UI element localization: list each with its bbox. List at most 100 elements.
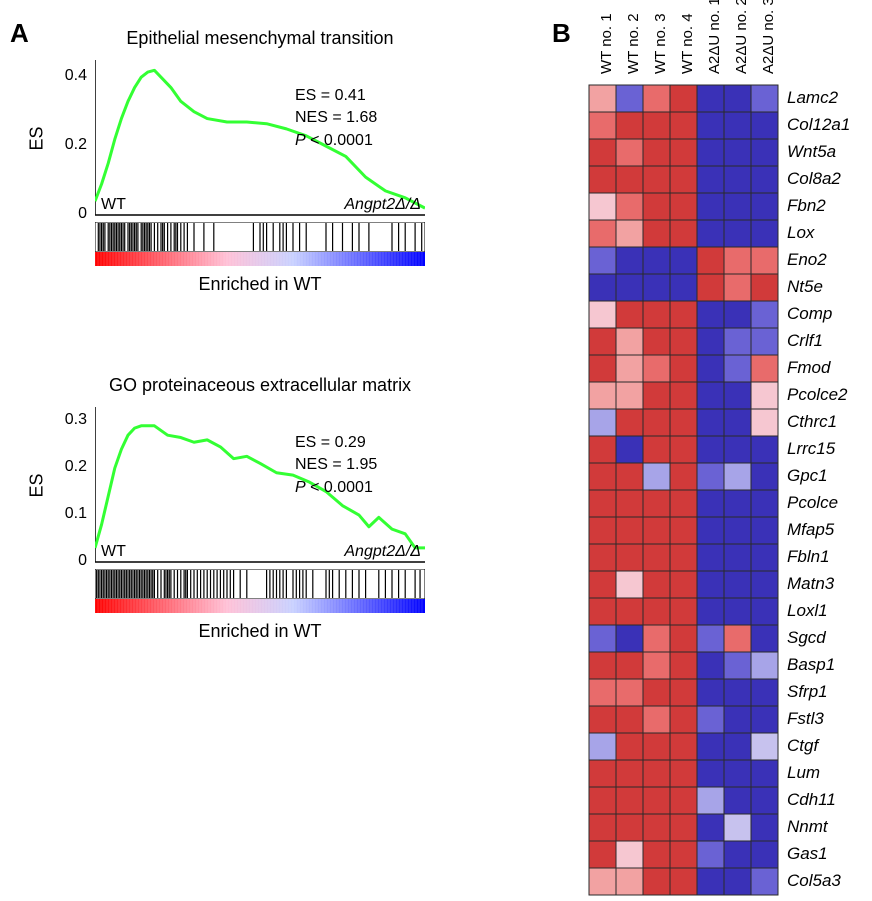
heatmap-cell [724, 220, 751, 247]
heatmap-cell [589, 814, 616, 841]
heatmap-cell [616, 247, 643, 274]
gsea-stat-es: ES = 0.41 [295, 85, 377, 107]
heatmap-gene-label: Fstl3 [787, 709, 824, 729]
heatmap-cell [616, 625, 643, 652]
heatmap-cell [724, 490, 751, 517]
heatmap-cell [724, 139, 751, 166]
heatmap-cell [643, 220, 670, 247]
gsea-barcode [95, 222, 425, 252]
heatmap-cell [616, 301, 643, 328]
heatmap-cell [670, 517, 697, 544]
heatmap-cell [643, 787, 670, 814]
heatmap-cell [616, 841, 643, 868]
heatmap-cell [643, 652, 670, 679]
heatmap-gene-label: Gas1 [787, 844, 828, 864]
heatmap-cell [589, 706, 616, 733]
heatmap-gene-label: Fmod [787, 358, 830, 378]
heatmap-column-label: A2ΔU no. 1 [706, 0, 723, 74]
heatmap-cell [589, 733, 616, 760]
heatmap-column-label: WT no. 3 [652, 13, 669, 74]
gsea-ytick-label: 0.2 [55, 136, 87, 154]
heatmap-cell [724, 301, 751, 328]
heatmap-gene-label: Ctgf [787, 736, 818, 756]
heatmap-cell [724, 112, 751, 139]
heatmap-gene-label: Pcolce [787, 493, 838, 513]
gsea-ytick-label: 0 [55, 205, 87, 223]
gsea-stats: ES = 0.41NES = 1.68P < 0.0001 [295, 85, 377, 152]
heatmap-cell [724, 787, 751, 814]
gsea-inner-left-label: WT [101, 543, 126, 560]
gsea-stat-nes: NES = 1.95 [295, 454, 377, 476]
gsea-ytick-label: 0.3 [55, 411, 87, 429]
heatmap-cell [697, 112, 724, 139]
gsea-block-1: GO proteinaceous extracellular matrixWTA… [30, 375, 470, 642]
heatmap-cell [589, 544, 616, 571]
heatmap: Lamc2Col12a1Wnt5aCol8a2Fbn2LoxEno2Nt5eCo… [588, 84, 779, 901]
heatmap-cell [616, 436, 643, 463]
heatmap-cell [697, 166, 724, 193]
heatmap-cell [670, 409, 697, 436]
heatmap-gene-label: Nnmt [787, 817, 828, 837]
heatmap-cell [751, 544, 778, 571]
heatmap-cell [643, 841, 670, 868]
heatmap-cell [589, 274, 616, 301]
heatmap-cell [589, 409, 616, 436]
heatmap-gene-label: Eno2 [787, 250, 827, 270]
heatmap-cell [589, 247, 616, 274]
heatmap-cell [589, 220, 616, 247]
heatmap-cell [697, 517, 724, 544]
heatmap-cell [616, 652, 643, 679]
gsea-gradient-strip [95, 599, 425, 613]
heatmap-cell [616, 490, 643, 517]
heatmap-cell [751, 193, 778, 220]
heatmap-cell [751, 355, 778, 382]
heatmap-cell [724, 166, 751, 193]
heatmap-cell [589, 328, 616, 355]
heatmap-cell [751, 814, 778, 841]
heatmap-cell [670, 571, 697, 598]
heatmap-cell [643, 571, 670, 598]
heatmap-cell [616, 760, 643, 787]
heatmap-cell [670, 841, 697, 868]
heatmap-cell [643, 139, 670, 166]
gsea-ylabel: ES [27, 473, 48, 497]
heatmap-cell [616, 139, 643, 166]
heatmap-cell [670, 490, 697, 517]
heatmap-cell [697, 760, 724, 787]
heatmap-cell [697, 382, 724, 409]
heatmap-cell [643, 463, 670, 490]
heatmap-gene-label: Sfrp1 [787, 682, 828, 702]
heatmap-cell [697, 841, 724, 868]
heatmap-cell [589, 760, 616, 787]
heatmap-cell [751, 220, 778, 247]
gsea-stat-p: P < 0.0001 [295, 477, 377, 499]
heatmap-cell [589, 463, 616, 490]
heatmap-cell [643, 868, 670, 895]
heatmap-cell [697, 652, 724, 679]
heatmap-gene-label: Mfap5 [787, 520, 834, 540]
heatmap-cell [616, 463, 643, 490]
heatmap-cell [724, 85, 751, 112]
heatmap-gene-label: Loxl1 [787, 601, 828, 621]
heatmap-cell [643, 301, 670, 328]
heatmap-cell [751, 679, 778, 706]
heatmap-cell [724, 247, 751, 274]
heatmap-cell [616, 112, 643, 139]
heatmap-cell [616, 85, 643, 112]
gsea-block-0: Epithelial mesenchymal transitionWTAngpt… [30, 28, 470, 295]
gsea-inner-left-label: WT [101, 196, 126, 213]
heatmap-cell [616, 787, 643, 814]
heatmap-cell [616, 571, 643, 598]
heatmap-cell [751, 166, 778, 193]
heatmap-cell [697, 355, 724, 382]
heatmap-gene-label: Cdh11 [787, 790, 836, 810]
heatmap-cell [670, 787, 697, 814]
heatmap-grid [588, 84, 779, 896]
heatmap-cell [751, 247, 778, 274]
heatmap-cell [589, 598, 616, 625]
heatmap-cell [670, 625, 697, 652]
heatmap-cell [670, 274, 697, 301]
heatmap-cell [670, 139, 697, 166]
heatmap-cell [724, 436, 751, 463]
heatmap-cell [751, 436, 778, 463]
